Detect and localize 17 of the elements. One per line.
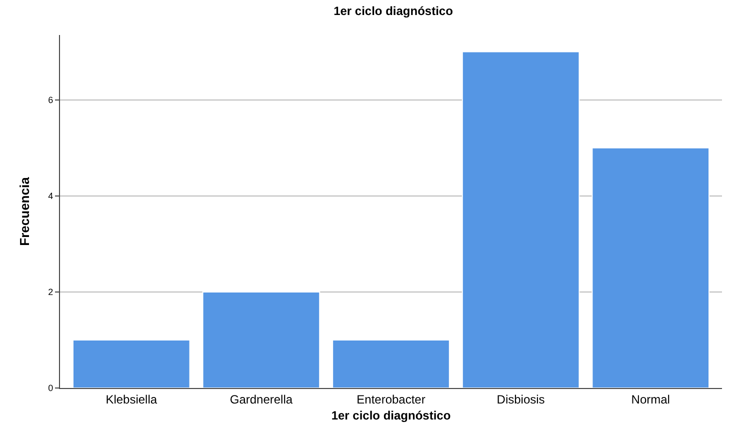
bar bbox=[592, 147, 710, 388]
x-tick-label: Enterobacter bbox=[356, 392, 426, 406]
y-tick-label: 0 bbox=[48, 383, 54, 394]
y-axis-title: Frecuencia bbox=[17, 176, 32, 246]
bar bbox=[202, 291, 320, 388]
chart-title: 1er ciclo diagnóstico bbox=[334, 4, 453, 18]
y-tick-label: 4 bbox=[48, 191, 54, 202]
y-tick-label: 6 bbox=[48, 94, 54, 105]
x-tick-label: Klebsiella bbox=[106, 392, 158, 406]
bar bbox=[72, 339, 190, 388]
bar bbox=[332, 339, 450, 388]
y-tick-label: 2 bbox=[48, 287, 54, 298]
x-tick-label: Gardnerella bbox=[230, 392, 293, 406]
bar bbox=[462, 51, 580, 388]
x-tick-label: Normal bbox=[631, 392, 670, 406]
x-axis-title: 1er ciclo diagnóstico bbox=[331, 408, 451, 422]
x-tick-label: Disbiosis bbox=[496, 392, 545, 406]
